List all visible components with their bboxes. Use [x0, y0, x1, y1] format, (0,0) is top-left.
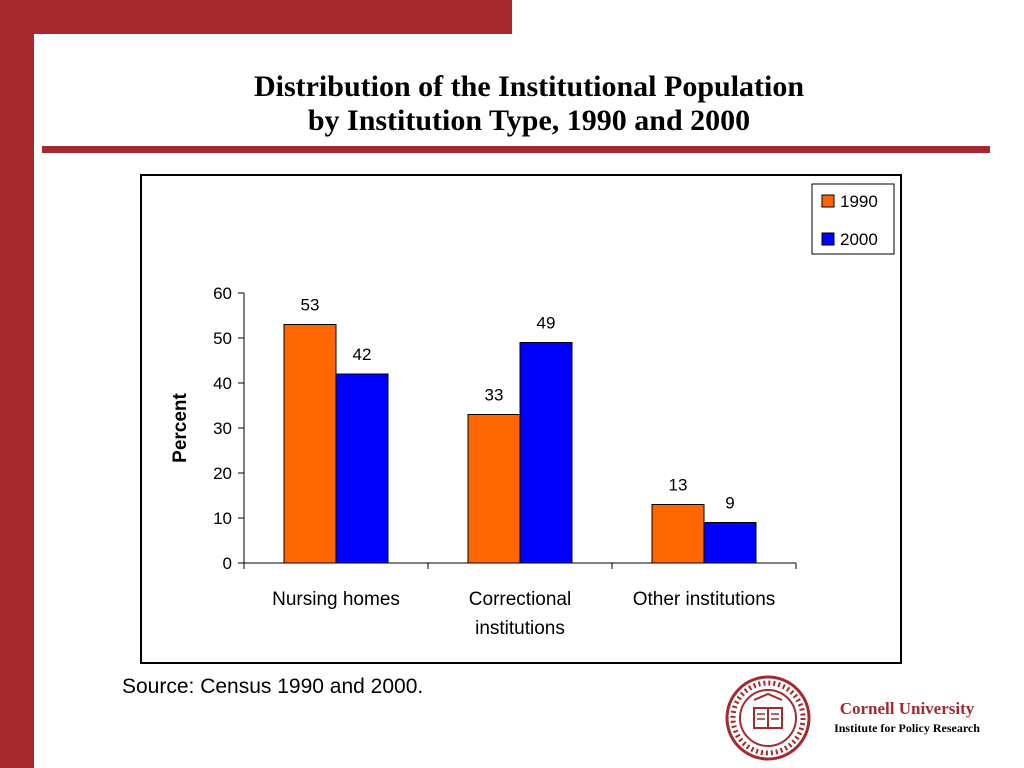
data-label: 53 [301, 296, 320, 315]
title-line-2: by Institution Type, 1990 and 2000 [307, 104, 751, 137]
title-divider [42, 146, 990, 153]
y-tick-label: 20 [213, 464, 232, 483]
slide-title: Distribution of the Institutional Popula… [34, 70, 1024, 138]
x-tick-label: Correctional [469, 589, 571, 610]
x-tick-label: Other institutions [633, 589, 776, 610]
bar-1990 [283, 324, 337, 564]
cornell-logo-text: Cornell University Institute for Policy … [812, 698, 1002, 736]
legend-swatch-2000 [821, 232, 835, 246]
y-tick-label: 0 [223, 554, 232, 573]
bar-chart: 0 10 20 30 40 50 60 Percent 53 42 Nursing homes 33 4… [170, 183, 895, 639]
logo-institute-name: Institute for Policy Research [834, 721, 980, 735]
legend-label: 2000 [840, 230, 878, 249]
x-tick-label: Nursing homes [272, 589, 400, 610]
data-label: 42 [353, 345, 372, 364]
data-label: 33 [485, 386, 504, 405]
y-tick-label: 10 [213, 509, 232, 528]
x-tick-label: institutions [475, 618, 565, 639]
top-accent-bar [0, 0, 512, 34]
bar-2000 [519, 342, 573, 564]
chart-frame: 0 10 20 30 40 50 60 Percent 53 42 Nursing homes 33 4… [140, 174, 902, 664]
bar-2000 [335, 373, 389, 564]
y-tick-label: 40 [213, 374, 232, 393]
bar-1990 [651, 504, 705, 564]
data-label: 9 [725, 494, 734, 513]
legend-label: 1990 [840, 192, 878, 211]
y-axis-title: Percent [170, 392, 191, 462]
data-label: 49 [537, 314, 556, 333]
legend-swatch-1990 [821, 194, 835, 208]
title-line-1: Distribution of the Institutional Popula… [253, 70, 805, 103]
bar-1990 [467, 414, 521, 564]
y-tick-label: 60 [213, 284, 232, 303]
bar-2000 [703, 522, 757, 564]
y-tick-label: 50 [213, 329, 232, 348]
data-label: 13 [669, 476, 688, 495]
source-note: Source: Census 1990 and 2000. [122, 675, 424, 698]
y-tick-label: 30 [213, 419, 232, 438]
cornell-seal-logo [725, 675, 811, 761]
left-accent-bar [0, 0, 34, 768]
logo-university-name: Cornell University [839, 699, 975, 718]
